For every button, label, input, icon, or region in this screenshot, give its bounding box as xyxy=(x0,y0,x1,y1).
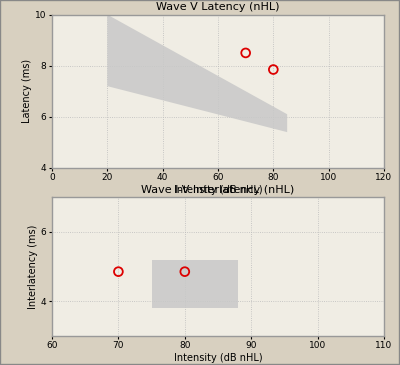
Point xyxy=(115,269,122,274)
Title: Wave V Latency (nHL): Wave V Latency (nHL) xyxy=(156,3,280,12)
Point xyxy=(242,50,249,56)
Bar xyxy=(152,260,238,308)
Y-axis label: Latency (ms): Latency (ms) xyxy=(22,59,32,123)
X-axis label: Intensity (dB nHL): Intensity (dB nHL) xyxy=(174,185,262,195)
Title: Wave I-V Interlatency (nHL): Wave I-V Interlatency (nHL) xyxy=(141,185,295,195)
Polygon shape xyxy=(107,15,287,132)
Point xyxy=(182,269,188,274)
Point xyxy=(270,67,276,73)
Y-axis label: Interlatency (ms): Interlatency (ms) xyxy=(28,224,38,309)
X-axis label: Intensity (dB nHL): Intensity (dB nHL) xyxy=(174,353,262,363)
